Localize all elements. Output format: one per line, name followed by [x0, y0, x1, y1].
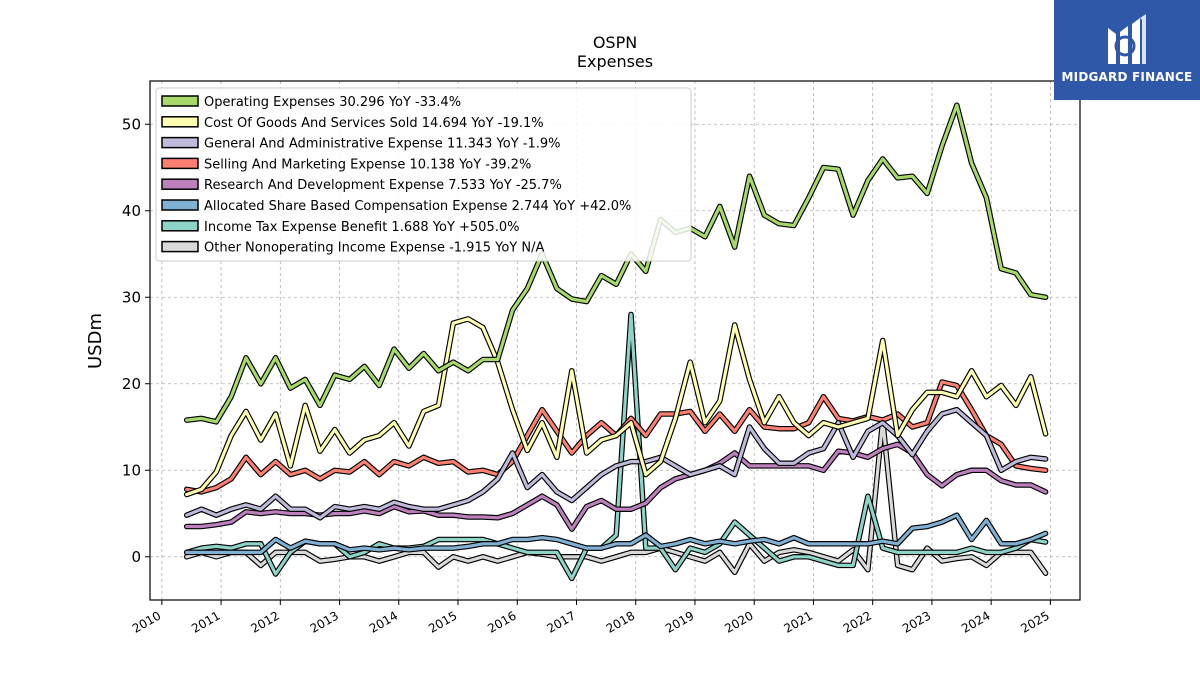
chart-subtitle: Expenses	[577, 52, 653, 71]
legend-label: Income Tax Expense Benefit 1.688 YoY +50…	[204, 220, 519, 235]
series-line	[185, 317, 1048, 497]
legend-label: Other Nonoperating Income Expense -1.915…	[204, 241, 544, 256]
legend-box	[155, 87, 692, 262]
x-tick-label: 2017	[545, 608, 578, 635]
logo-text: MIDGARD FINANCE	[1061, 70, 1193, 84]
x-tick-label: 2022	[841, 608, 874, 635]
legend-swatch	[161, 199, 199, 211]
x-tick-label: 2012	[248, 608, 281, 635]
legend-swatch	[161, 136, 199, 149]
x-tick-label: 2019	[663, 608, 696, 635]
legend-swatch	[161, 178, 199, 190]
logo-mark-icon	[1108, 14, 1146, 64]
legend-swatch	[161, 240, 199, 253]
x-tick-label: 2025	[1018, 608, 1051, 635]
y-tick-label: 10	[122, 461, 141, 479]
y-tick-label: 20	[122, 375, 141, 393]
x-tick-label: 2020	[722, 608, 755, 635]
legend-swatch	[161, 157, 199, 170]
legend-label: Operating Expenses 30.296 YoY -33.4%	[204, 95, 461, 110]
series-line	[185, 418, 1048, 575]
legend-swatch	[161, 220, 199, 232]
y-tick-label: 30	[122, 288, 141, 306]
legend-label: Research And Development Expense 7.533 Y…	[204, 178, 562, 193]
y-tick-label: 0	[131, 548, 141, 566]
series-8	[183, 417, 1049, 576]
brand-logo: MIDGARD FINANCE	[1054, 0, 1200, 100]
y-tick-label: 40	[122, 202, 141, 220]
series-6	[183, 512, 1049, 556]
x-tick-label: 2015	[426, 608, 459, 635]
y-tick-label: 50	[122, 115, 141, 133]
legend-label: Allocated Share Based Compensation Expen…	[204, 199, 631, 214]
series-2	[183, 316, 1049, 498]
legend-swatch	[161, 116, 199, 128]
y-axis-label: USDm	[85, 313, 106, 369]
legend-label: Selling And Marketing Expense 10.138 YoY…	[204, 157, 531, 172]
x-tick-label: 2010	[130, 608, 163, 635]
x-tick-label: 2024	[959, 608, 992, 635]
x-tick-label: 2021	[781, 608, 814, 635]
x-tick-label: 2011	[189, 608, 222, 635]
chart-title: OSPN	[593, 33, 637, 52]
series-5	[183, 441, 1049, 532]
series-line	[185, 408, 1048, 520]
x-tick-label: 2016	[485, 608, 518, 635]
series-line	[185, 442, 1048, 531]
x-tick-label: 2014	[367, 608, 400, 635]
x-tick-label: 2018	[604, 608, 637, 635]
legend-label: General And Administrative Expense 11.34…	[204, 137, 561, 152]
series-line	[185, 103, 1048, 424]
x-tick-label: 2023	[900, 608, 933, 635]
legend: Operating Expenses 30.296 YoY -33.4% Cost…	[155, 87, 692, 262]
x-tick-label: 2013	[308, 608, 341, 635]
series-lines	[183, 102, 1049, 582]
legend-swatch	[161, 95, 199, 107]
series-1	[183, 102, 1049, 425]
legend-label: Cost Of Goods And Services Sold 14.694 Y…	[204, 116, 544, 131]
plot-frame	[149, 80, 1081, 601]
series-3	[183, 406, 1049, 521]
series-line	[185, 513, 1048, 555]
